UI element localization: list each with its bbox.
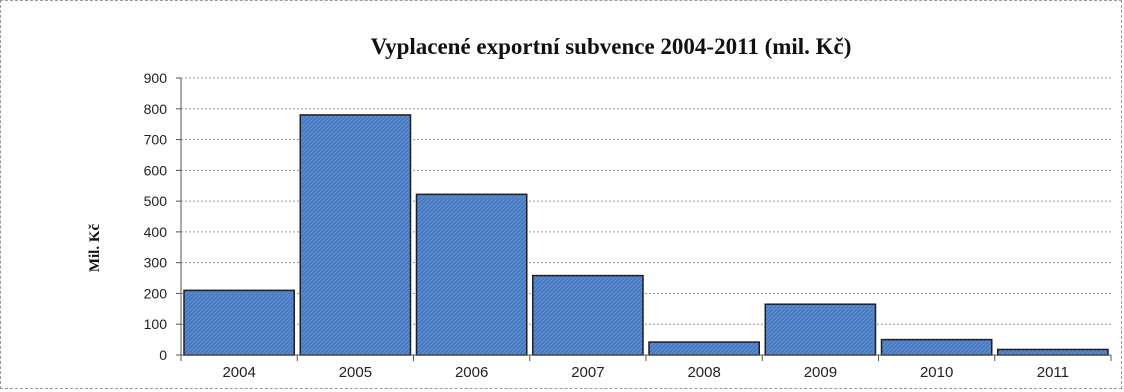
- bar-2004: [183, 289, 295, 356]
- y-axis-label: Mil. Kč: [87, 224, 103, 273]
- y-tick-label: 900: [144, 70, 168, 86]
- axes: [176, 77, 1112, 361]
- gridlines: [181, 77, 1111, 325]
- x-tick-label: 2004: [222, 364, 255, 381]
- x-tick-label: 2008: [687, 364, 720, 381]
- y-tick-label: 800: [144, 101, 168, 117]
- bar-2007: [532, 274, 644, 356]
- bar-2006: [415, 193, 528, 356]
- bar-2009: [764, 303, 877, 356]
- y-tick-label: 0: [159, 347, 167, 363]
- bars: [183, 114, 1109, 356]
- x-tick-label: 2007: [571, 364, 604, 381]
- bar-2010: [880, 338, 993, 356]
- x-tick-labels: 2004 2005 2006 2007 2008 2009 2010 2011: [222, 364, 1069, 381]
- x-tick-label: 2006: [455, 364, 488, 381]
- y-tick-labels: 0 100 200 300 400 500 600 700 800 900: [144, 70, 168, 363]
- y-tick-label: 600: [144, 162, 168, 178]
- x-tick-label: 2009: [804, 364, 837, 381]
- y-tick-label: 300: [144, 255, 168, 271]
- y-tick-label: 200: [144, 285, 168, 301]
- y-tick-label: 500: [144, 193, 168, 209]
- chart-title: Vyplacené exportní subvence 2004-2011 (m…: [371, 34, 852, 59]
- y-tick-label: 700: [144, 132, 168, 148]
- bar-2005: [299, 114, 412, 356]
- bar-2008: [648, 341, 760, 356]
- x-tick-label: 2005: [339, 364, 372, 381]
- x-tick-label: 2010: [920, 364, 953, 381]
- bar-2011: [997, 348, 1109, 356]
- y-tick-label: 400: [144, 224, 168, 240]
- x-tick-label: 2011: [1037, 364, 1069, 381]
- y-tick-label: 100: [144, 316, 168, 332]
